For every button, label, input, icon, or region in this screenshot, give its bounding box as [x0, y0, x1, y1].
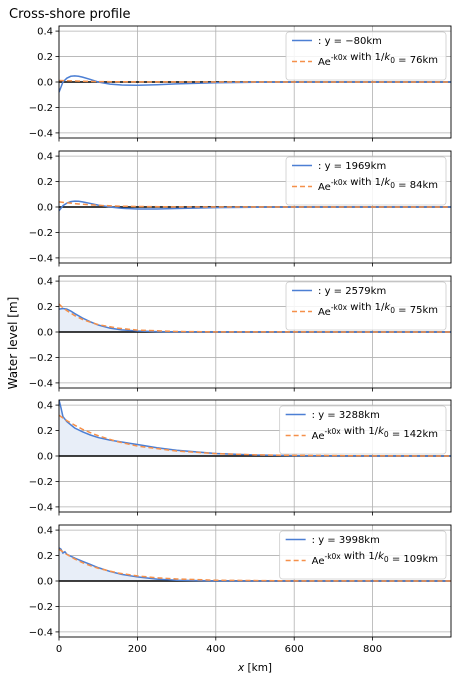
subplot-1: −0.4 −0.2 0.0 0.2 0.4 : y = −80km Ae-k0x with …: [29, 25, 452, 142]
legend-label: : y = −80km: [318, 36, 382, 47]
legend-label: Ae-k0x with 1/k0 = 109km: [312, 551, 438, 567]
y-tick-label: 0.2: [37, 426, 53, 437]
y-tick-label: −0.2: [29, 602, 53, 613]
x-tick-label: 600: [285, 644, 304, 655]
y-tick-label: −0.2: [29, 228, 53, 239]
y-tick-label: 0.4: [37, 152, 53, 163]
y-tick-label: −0.4: [29, 627, 53, 638]
x-tick-label: 0: [56, 644, 62, 655]
legend-box: [285, 281, 447, 331]
legend-box: [285, 31, 447, 81]
y-tick-label: 0.2: [37, 177, 53, 188]
y-tick-label: 0.4: [37, 401, 53, 412]
legend: : y = 3998km Ae-k0x with 1/k0 = 109km: [279, 530, 447, 580]
legend-label: Ae-k0x with 1/k0 = 142km: [312, 426, 438, 442]
legend-box: [285, 156, 447, 206]
profile-line: [59, 75, 451, 93]
x-tick-label: 200: [128, 644, 147, 655]
y-tick-label: 0.0: [37, 78, 53, 89]
y-tick-label: 0.2: [37, 52, 53, 63]
y-tick-label: 0.4: [37, 277, 53, 288]
legend-label: Ae-k0x with 1/k0 = 76km: [318, 52, 438, 68]
x-tick-label: 400: [206, 644, 225, 655]
profile-line: [59, 307, 451, 333]
legend-box: [279, 530, 447, 580]
legend-box: [279, 405, 447, 455]
y-tick-label: 0.0: [37, 452, 53, 463]
fit-line: [59, 79, 451, 83]
legend: : y = 3288km Ae-k0x with 1/k0 = 142km: [279, 405, 447, 455]
y-tick-label: −0.4: [29, 378, 53, 389]
fit-line: [59, 548, 451, 582]
y-tick-label: 0.4: [37, 526, 53, 537]
x-axis-label-unit: [km]: [244, 662, 272, 674]
subplot-5: −0.4 −0.2 0.0 0.2 0.4 0 200 400 600 800 : y = 3998…: [29, 524, 452, 655]
subplot-2: −0.4 −0.2 0.0 0.2 0.4 : y = 1969km Ae-k0x with…: [29, 150, 452, 267]
legend-label: : y = 3998km: [312, 535, 380, 546]
y-tick-label: −0.4: [29, 253, 53, 264]
y-tick-label: 0.0: [37, 577, 53, 588]
subplot-4: −0.4 −0.2 0.0 0.2 0.4 : y = 3288km Ae-k0x with…: [29, 399, 452, 516]
fit-line: [59, 303, 451, 333]
y-tick-label: 0.2: [37, 551, 53, 562]
legend: : y = 2579km Ae-k0x with 1/k0 = 75km: [285, 281, 447, 331]
subplot-3: −0.4 −0.2 0.0 0.2 0.4 : y = 2579km Ae-k0x with…: [29, 275, 452, 392]
area-fill: [59, 308, 451, 332]
area-fill: [59, 547, 451, 581]
fit-line: [59, 201, 451, 208]
x-axis-label: x [km]: [237, 662, 272, 674]
legend-label: : y = 1969km: [318, 161, 386, 172]
y-tick-label: 0.0: [37, 203, 53, 214]
legend-label: Ae-k0x with 1/k0 = 75km: [318, 302, 438, 318]
y-tick-label: −0.2: [29, 477, 53, 488]
figure-title: Cross-shore profile: [9, 7, 131, 22]
area-fill: [59, 400, 451, 456]
y-tick-label: 0.0: [37, 328, 53, 339]
y-tick-label: −0.2: [29, 353, 53, 364]
subplot-grid: −0.4 −0.2 0.0 0.2 0.4 : y = −80km Ae-k0x with …: [29, 25, 452, 655]
y-tick-label: −0.2: [29, 103, 53, 114]
y-tick-label: 0.4: [37, 27, 53, 38]
legend-label: : y = 3288km: [312, 410, 380, 421]
legend-label: Ae-k0x with 1/k0 = 84km: [318, 177, 438, 193]
y-tick-label: −0.4: [29, 128, 53, 139]
x-tick-label: 800: [363, 644, 382, 655]
legend-label: : y = 2579km: [318, 286, 386, 297]
legend: : y = 1969km Ae-k0x with 1/k0 = 84km: [285, 156, 447, 206]
y-tick-label: −0.4: [29, 502, 53, 513]
y-axis-label: Water level [m]: [6, 297, 20, 390]
x-axis-label-var: x: [237, 662, 245, 674]
legend: : y = −80km Ae-k0x with 1/k0 = 76km: [285, 31, 447, 81]
y-tick-label: 0.2: [37, 302, 53, 313]
fit-line: [59, 414, 451, 457]
